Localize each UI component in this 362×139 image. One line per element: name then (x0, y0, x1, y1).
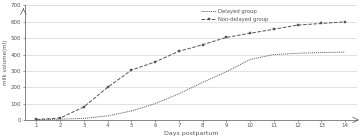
Delayed group (34, 119, 39, 121)
Delayed group (295, 52, 300, 54)
Delayed group (153, 103, 157, 104)
X-axis label: Days postpartum: Days postpartum (164, 131, 218, 136)
Non-delayed group (58, 117, 62, 119)
Delayed group (105, 115, 110, 117)
Non-delayed group (224, 37, 229, 38)
Delayed group (248, 59, 252, 60)
Y-axis label: milk volume(ml): milk volume(ml) (4, 40, 8, 85)
Delayed group (272, 54, 276, 55)
Delayed group (343, 51, 348, 53)
Delayed group (201, 81, 205, 83)
Non-delayed group (272, 28, 276, 30)
Non-delayed group (177, 50, 181, 52)
Delayed group (224, 71, 229, 73)
Non-delayed group (343, 21, 348, 23)
Delayed group (129, 110, 134, 112)
Non-delayed group (153, 61, 157, 63)
Non-delayed group (248, 32, 252, 34)
Delayed group (82, 117, 86, 119)
Non-delayed group (105, 86, 110, 88)
Non-delayed group (319, 23, 324, 24)
Non-delayed group (201, 44, 205, 46)
Non-delayed group (129, 69, 134, 71)
Non-delayed group (295, 24, 300, 26)
Non-delayed group (34, 119, 39, 120)
Line: Non-delayed group: Non-delayed group (35, 21, 346, 121)
Delayed group (58, 118, 62, 120)
Delayed group (319, 52, 324, 53)
Line: Delayed group: Delayed group (37, 52, 345, 120)
Non-delayed group (82, 106, 86, 108)
Delayed group (177, 93, 181, 95)
Legend: Delayed group, Non-delayed group: Delayed group, Non-delayed group (200, 8, 269, 23)
